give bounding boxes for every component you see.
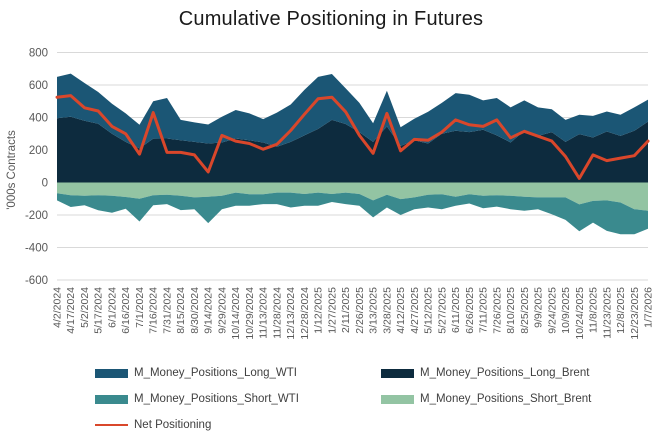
x-axis-label: 5/12/2025: [423, 287, 435, 334]
x-axis-label: 3/13/2025: [368, 287, 380, 334]
y-tick-label: -400: [25, 243, 48, 255]
area-short-brent: [57, 182, 648, 211]
x-axis-label: 4/12/2025: [395, 287, 407, 334]
y-tick-label: 600: [29, 80, 48, 92]
x-axis-label: 7/31/2024: [162, 287, 174, 334]
legend-label-short-wti: M_Money_Positions_Short_WTI: [134, 393, 299, 405]
net-positioning-line: [55, 94, 650, 180]
legend-swatch-short-brent-icon: [381, 394, 414, 404]
x-axis-label: 9/14/2024: [203, 287, 215, 334]
x-axis-label: 7/1/2024: [134, 287, 146, 328]
legend-item-long-wti: M_Money_Positions_Long_WTI: [95, 367, 381, 379]
y-axis-title: '000s Contracts: [6, 130, 18, 210]
x-axis-label: 12/8/2025: [615, 287, 627, 334]
area-long-wti: [57, 73, 648, 149]
x-axis-label: 10/29/2024: [244, 287, 256, 340]
x-axis-label: 6/16/2024: [120, 287, 132, 334]
x-axis-label: 12/28/2024: [299, 287, 311, 340]
area-short-wti: [57, 192, 648, 235]
legend-item-short-wti: M_Money_Positions_Short_WTI: [95, 393, 381, 405]
legend-item-net-positioning: Net Positioning: [95, 419, 381, 431]
x-axis-label: 4/17/2024: [65, 287, 77, 334]
legend-item-long-brent: M_Money_Positions_Long_Brent: [381, 367, 589, 379]
x-axis-label: 10/14/2024: [230, 287, 242, 340]
x-axis-label: 11/13/2024: [258, 287, 270, 339]
x-axis-label: 5/27/2025: [436, 287, 448, 334]
legend-label-short-brent: M_Money_Positions_Short_Brent: [420, 393, 592, 405]
x-axis-label: 5/17/2024: [93, 287, 105, 334]
chart-legend: M_Money_Positions_Long_WTI M_Money_Posit…: [95, 364, 635, 436]
x-axis-label: 6/26/2025: [464, 287, 476, 334]
legend-swatch-long-brent-icon: [381, 368, 414, 378]
x-axis-label: 9/29/2024: [216, 287, 228, 334]
x-axis-label: 1/27/2025: [326, 287, 338, 334]
legend-row: M_Money_Positions_Short_WTI M_Money_Posi…: [95, 390, 635, 408]
x-axis-label: 1/12/2025: [313, 287, 325, 334]
y-tick-label: -600: [25, 275, 48, 287]
legend-swatch-net-line-icon: [95, 423, 128, 427]
x-axis-label: 6/11/2025: [450, 287, 462, 333]
y-tick-label: -200: [25, 210, 48, 222]
x-axis-label: 6/1/2024: [107, 287, 119, 328]
x-axis-label: 9/24/2025: [546, 287, 558, 334]
legend-row: M_Money_Positions_Long_WTI M_Money_Posit…: [95, 364, 635, 382]
x-axis-label: 12/13/2024: [285, 287, 297, 340]
y-tick-label: 400: [29, 113, 48, 125]
x-axis-label: 11/8/2025: [588, 287, 600, 333]
y-tick-label: 200: [29, 145, 48, 157]
x-axis-label: 8/25/2025: [519, 287, 531, 334]
x-axis-label: 7/26/2025: [491, 287, 503, 334]
legend-swatch-long-wti-icon: [95, 368, 128, 378]
x-axis-label: 11/28/2024: [271, 287, 283, 339]
x-axis-label: 11/23/2025: [601, 287, 613, 339]
x-axis-label: 10/24/2025: [574, 287, 586, 340]
x-axis-label: 8/30/2024: [189, 287, 201, 334]
legend-label-long-brent: M_Money_Positions_Long_Brent: [420, 367, 590, 379]
x-axis-label: 8/10/2025: [505, 287, 517, 334]
x-axis-label: 2/26/2025: [354, 287, 366, 334]
y-tick-label: 800: [29, 48, 48, 60]
x-axis-label: 3/28/2025: [381, 287, 393, 334]
x-axis-label: 10/9/2025: [560, 287, 572, 334]
x-axis-label: 4/2/2024: [52, 287, 64, 328]
x-axis-label: 12/23/2025: [629, 287, 641, 340]
legend-label-net-positioning: Net Positioning: [134, 419, 212, 431]
legend-row: Net Positioning: [95, 416, 635, 434]
x-axis-label: 5/2/2024: [79, 287, 91, 328]
x-axis-label: 7/16/2024: [148, 287, 160, 334]
x-axis-label: 7/11/2025: [478, 287, 490, 333]
legend-item-short-brent: M_Money_Positions_Short_Brent: [381, 393, 591, 405]
legend-swatch-short-wti-icon: [95, 394, 128, 404]
x-axis-label: 4/27/2025: [409, 287, 421, 334]
x-axis-label: 1/7/2026: [643, 287, 655, 328]
x-axis-label: 2/11/2025: [340, 287, 352, 333]
legend-label-long-wti: M_Money_Positions_Long_WTI: [134, 367, 297, 379]
x-axis-label: 8/15/2024: [175, 287, 187, 334]
x-axis-label: 9/9/2025: [533, 287, 545, 328]
chart-title: Cumulative Positioning in Futures: [178, 8, 484, 30]
y-tick-label: 0: [42, 178, 48, 190]
